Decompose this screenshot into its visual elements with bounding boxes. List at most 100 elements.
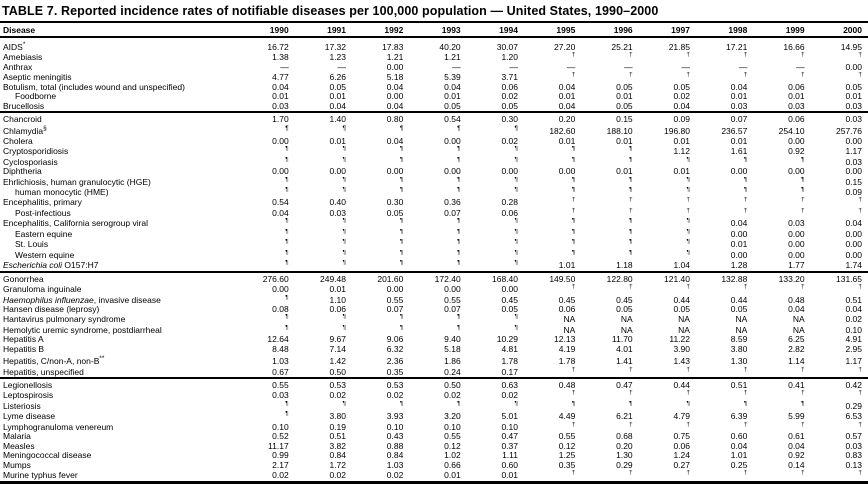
rate-cell: 0.00 [788, 249, 805, 260]
dagger-footnote-symbol: † [858, 421, 862, 428]
dagger-footnote-symbol: † [686, 52, 690, 59]
rate-cell: 1.17 [845, 146, 862, 157]
pilcrow-footnote-symbol: ¶ [571, 146, 576, 153]
table-row: Listeriosis ¶ ¶ ¶ ¶ ¶ ¶ ¶ ¶ ¶ ¶ 0.29 [0, 401, 868, 411]
rate-cell: 0.02 [444, 390, 461, 401]
pilcrow-footnote-symbol: ¶ [571, 176, 576, 183]
rate-cell: ¶ [295, 260, 352, 271]
dagger-footnote-symbol: † [743, 390, 748, 397]
pilcrow-footnote-symbol: ¶ [686, 176, 690, 183]
disease-name: Listeriosis [3, 400, 41, 411]
rate-cell: 17.21 [726, 41, 748, 52]
rate-cell: 1.30 [730, 356, 748, 367]
rate-cell: 1.02 [444, 451, 461, 461]
rate-cell: † [696, 422, 753, 432]
disease-name: Malaria [3, 432, 31, 442]
rate-cell: 0.00 [730, 167, 748, 177]
pilcrow-footnote-symbol: ¶ [686, 400, 690, 407]
rate-cell: NA [735, 324, 748, 335]
rate-cell: 0.84 [386, 451, 404, 461]
rate-cell: 0.05 [501, 304, 518, 314]
rate-cell: 0.01 [673, 167, 690, 177]
rate-cell: ¶ [237, 146, 294, 156]
table-row: Hemolytic uremic syndrome, postdiarrheal… [0, 325, 868, 335]
disease-name: Granuloma inguinale [3, 284, 82, 295]
pilcrow-footnote-symbol: ¶ [801, 176, 805, 183]
rate-cell: ¶ [467, 239, 524, 249]
rate-cell: 133.20 [753, 270, 811, 285]
pilcrow-footnote-symbol: ¶ [686, 218, 690, 225]
rate-cell: 1.70 [237, 110, 295, 125]
dagger-footnote-symbol: † [686, 421, 690, 428]
rate-cell: † [811, 390, 868, 400]
pilcrow-footnote-symbol: ¶ [457, 260, 461, 267]
rate-cell: ¶ [639, 229, 696, 239]
rate-cell: 0.02 [386, 390, 404, 401]
rate-cell: † [639, 197, 696, 207]
rate-cell: † [811, 284, 868, 294]
rate-cell: 0.66 [444, 460, 461, 470]
rate-cell: 0.02 [329, 390, 347, 401]
rate-cell: ¶ [581, 250, 638, 260]
pilcrow-footnote-symbol: ¶ [514, 314, 519, 321]
rate-cell: — [337, 62, 347, 72]
rate-cell: ¶ [581, 157, 638, 167]
dagger-footnote-symbol: † [629, 366, 633, 373]
rate-cell: 1.78 [558, 356, 576, 367]
table-row: Lyme disease ¶ 3.80 3.93 3.20 5.01 4.49 6.21 4.7… [0, 411, 868, 421]
rate-cell: 0.84 [329, 451, 347, 461]
rate-cell: 0.55 [386, 294, 404, 305]
disease-name: Lymphogranuloma venereum [3, 421, 114, 432]
pilcrow-footnote-symbol: ¶ [743, 187, 748, 193]
rate-cell: † [811, 72, 868, 82]
rate-cell: ¶ [295, 229, 352, 239]
disease-name: Anthrax [3, 62, 33, 72]
rate-cell: ¶ [237, 177, 294, 187]
pilcrow-footnote-symbol: ¶ [342, 260, 347, 267]
rate-cell: 0.92 [788, 451, 805, 461]
rate-cell: ¶ [352, 250, 409, 260]
rate-cell: 0.67 [272, 366, 289, 377]
rate-cell: ¶ [524, 146, 581, 156]
table-row: Murine typhus fever 0.02 0.02 0.02 0.01 0.01 †… [0, 470, 868, 482]
table-row: Anthrax — — 0.00 — — — — — — — 0.00 [0, 63, 868, 72]
rate-cell: ¶ [409, 157, 466, 167]
dagger-footnote-symbol: † [858, 390, 862, 397]
rate-cell: 0.03 [810, 110, 868, 125]
disease-name: Hepatitis A [3, 335, 44, 345]
disease-name: Haemophilus influenzae, invasive disease [3, 294, 161, 305]
rate-cell: 1.28 [730, 260, 748, 271]
rate-cell: ¶ [237, 325, 294, 335]
dagger-footnote-symbol: † [801, 470, 805, 477]
rate-cell: ¶ [581, 177, 638, 187]
rate-cell: 188.10 [606, 126, 633, 137]
rate-cell: 0.00 [329, 167, 347, 177]
dagger-footnote-symbol: † [801, 390, 805, 397]
rate-cell: 0.00 [272, 284, 289, 295]
table-row: Granuloma inguinale 0.00 0.01 0.00 0.00 0.00 †… [0, 284, 868, 294]
dagger-footnote-symbol: † [858, 366, 862, 373]
rate-cell: 0.20 [524, 110, 582, 125]
rate-cell: ¶ [409, 325, 466, 335]
rate-cell: 0.05 [673, 304, 690, 314]
rate-cell: ¶ [237, 401, 294, 411]
pilcrow-footnote-symbol: ¶ [514, 324, 519, 331]
rate-cell: 6.25 [788, 335, 805, 345]
dagger-footnote-symbol: † [629, 197, 633, 204]
rate-cell: 0.06 [673, 441, 690, 451]
rate-cell: NA [678, 324, 690, 335]
year-column-header: 1998 [695, 23, 754, 38]
rate-cell: 182.60 [549, 126, 576, 137]
pilcrow-footnote-symbol: ¶ [571, 239, 576, 246]
rate-cell: 0.05 [616, 82, 633, 92]
pilcrow-footnote-symbol: ¶ [285, 187, 289, 193]
dagger-footnote-symbol: † [571, 197, 576, 204]
rate-cell: 0.09 [845, 187, 862, 197]
rate-cell: † [753, 422, 810, 432]
rate-cell: 6.39 [730, 411, 748, 422]
rate-cell: † [639, 390, 696, 400]
rate-cell: 0.04 [386, 101, 404, 111]
rate-cell: 0.47 [581, 376, 639, 391]
rate-cell: — [452, 62, 461, 72]
rate-cell: ¶ [237, 314, 294, 324]
